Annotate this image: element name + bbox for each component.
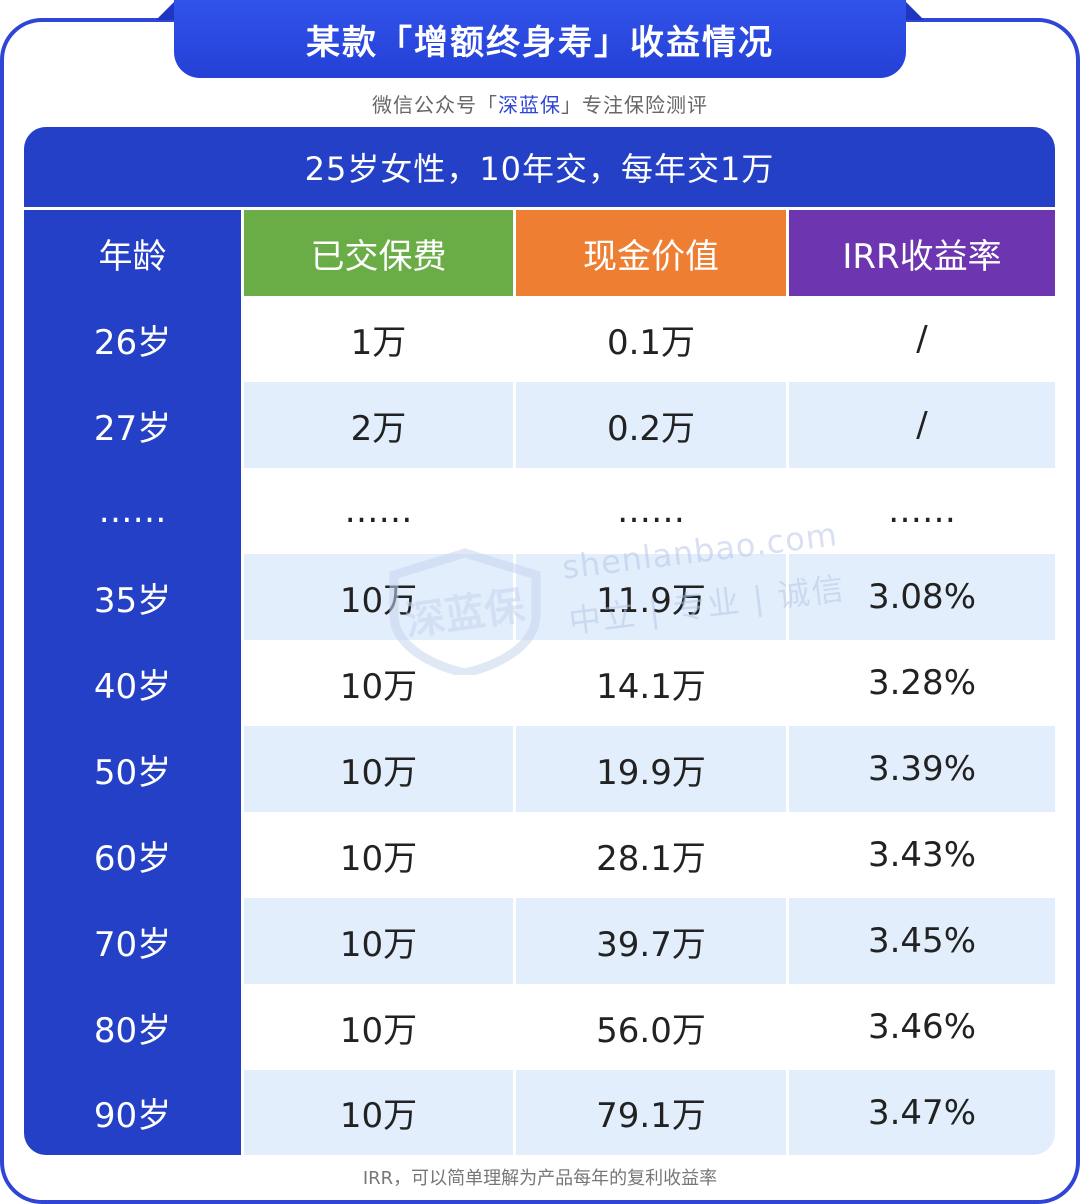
cell-irr: 3.46% [789, 984, 1055, 1070]
table-caption: 25岁女性，10年交，每年交1万 [24, 127, 1055, 207]
cell-cash-value: 56.0万 [516, 984, 786, 1070]
cell-age: 70岁 [24, 898, 241, 984]
subtitle-brand: 深蓝保 [498, 93, 561, 117]
header-age: 年龄 [24, 210, 241, 296]
cell-age: …… [24, 468, 241, 554]
subtitle-prefix: 微信公众号「 [372, 93, 498, 117]
table-row: …… …… …… …… [24, 468, 1055, 554]
table-row: 35岁 10万 11.9万 3.08% [24, 554, 1055, 640]
cell-cash-value: 19.9万 [516, 726, 786, 812]
cell-premium: 10万 [244, 898, 513, 984]
cell-cash-value: 28.1万 [516, 812, 786, 898]
header-irr: IRR收益率 [789, 210, 1055, 296]
footnote: IRR，可以简单理解为产品每年的复利收益率 [362, 1168, 718, 1189]
cell-premium: 10万 [244, 984, 513, 1070]
cell-cash-value: 14.1万 [516, 640, 786, 726]
cell-age: 80岁 [24, 984, 241, 1070]
cell-age: 27岁 [24, 382, 241, 468]
title-tab-ear-left [156, 0, 176, 20]
cell-cash-value: 79.1万 [516, 1070, 786, 1155]
table-row: 50岁 10万 19.9万 3.39% [24, 726, 1055, 812]
cell-irr: / [789, 296, 1055, 382]
subtitle-suffix: 」专注保险测评 [561, 93, 708, 117]
cell-irr: / [789, 382, 1055, 468]
cell-premium: 2万 [244, 382, 513, 468]
cell-irr: 3.39% [789, 726, 1055, 812]
table-row: 60岁 10万 28.1万 3.43% [24, 812, 1055, 898]
cell-age: 60岁 [24, 812, 241, 898]
cell-premium: 10万 [244, 726, 513, 812]
cell-cash-value: 0.1万 [516, 296, 786, 382]
cell-premium: …… [244, 468, 513, 554]
table-row: 40岁 10万 14.1万 3.28% [24, 640, 1055, 726]
cell-premium: 10万 [244, 554, 513, 640]
table-row: 27岁 2万 0.2万 / [24, 382, 1055, 468]
cell-age: 50岁 [24, 726, 241, 812]
cell-irr: 3.08% [789, 554, 1055, 640]
page-title: 某款「增额终身寿」收益情况 [174, 0, 906, 78]
cell-irr: 3.28% [789, 640, 1055, 726]
cell-age: 40岁 [24, 640, 241, 726]
cell-premium: 1万 [244, 296, 513, 382]
cell-cash-value: …… [516, 468, 786, 554]
cell-premium: 10万 [244, 812, 513, 898]
cell-premium: 10万 [244, 1070, 513, 1155]
cell-age: 90岁 [24, 1070, 241, 1155]
cell-cash-value: 11.9万 [516, 554, 786, 640]
subtitle: 微信公众号「深蓝保」专注保险测评 [0, 88, 1080, 122]
table-header-row: 年龄 已交保费 现金价值 IRR收益率 [24, 210, 1055, 296]
table-row: 70岁 10万 39.7万 3.45% [24, 898, 1055, 984]
header-premium-paid: 已交保费 [244, 210, 513, 296]
table-row: 90岁 10万 79.1万 3.47% [24, 1070, 1055, 1155]
cell-age: 26岁 [24, 296, 241, 382]
cell-irr: …… [789, 468, 1055, 554]
cell-cash-value: 39.7万 [516, 898, 786, 984]
table-row: 26岁 1万 0.1万 / [24, 296, 1055, 382]
cell-premium: 10万 [244, 640, 513, 726]
header-cash-value: 现金价值 [516, 210, 786, 296]
cell-irr: 3.45% [789, 898, 1055, 984]
returns-table: 25岁女性，10年交，每年交1万 年龄 已交保费 现金价值 IRR收益率 26岁… [24, 127, 1055, 1155]
cell-age: 35岁 [24, 554, 241, 640]
cell-irr: 3.47% [789, 1070, 1055, 1155]
cell-cash-value: 0.2万 [516, 382, 786, 468]
title-tab-ear-right [904, 0, 924, 20]
cell-irr: 3.43% [789, 812, 1055, 898]
table-row: 80岁 10万 56.0万 3.46% [24, 984, 1055, 1070]
